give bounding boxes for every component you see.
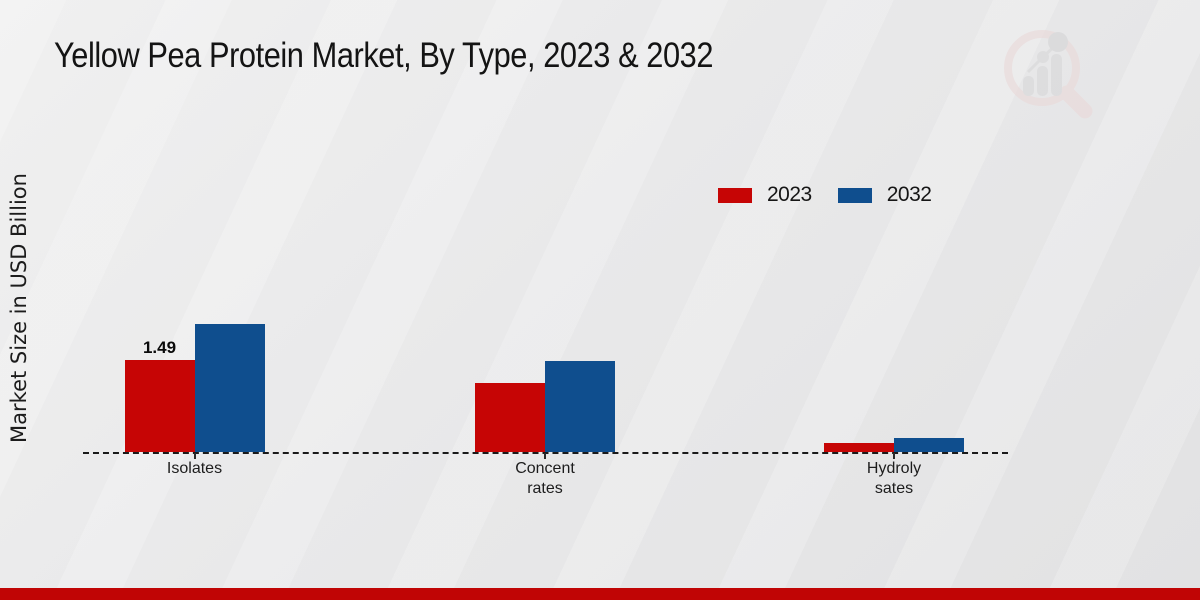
footer-stripe bbox=[0, 588, 1200, 600]
category-label-hydrolysates: Hydroly sates bbox=[866, 460, 922, 497]
x-axis-tick-concentrates bbox=[544, 453, 546, 459]
legend-item-2032: 2032 bbox=[837, 183, 932, 207]
legend: 2023 2032 bbox=[718, 183, 932, 207]
bar-2023-hydrolysates bbox=[824, 443, 894, 452]
bar-2032-concentrates bbox=[545, 361, 615, 452]
legend-label-2032: 2032 bbox=[886, 183, 932, 206]
legend-swatch-2032 bbox=[837, 187, 872, 203]
magnifier-chart-logo-icon bbox=[1004, 30, 1093, 119]
bar-2023-isolates bbox=[124, 360, 195, 452]
bar-2032-hydrolysates bbox=[894, 438, 964, 452]
legend-item-2023: 2023 bbox=[718, 183, 812, 207]
bar-2023-concentrates bbox=[475, 383, 545, 452]
bar-2032-isolates bbox=[194, 324, 265, 452]
page-title: Yellow Pea Protein Market, By Type, 2023… bbox=[54, 36, 803, 76]
x-axis-tick-hydrolysates bbox=[893, 453, 895, 459]
x-axis-tick-isolates bbox=[193, 453, 196, 459]
page-title-text: Yellow Pea Protein Market, By Type, 2023… bbox=[54, 36, 714, 75]
legend-label-2023: 2023 bbox=[767, 183, 812, 206]
category-label-isolates: Isolates bbox=[166, 460, 223, 477]
legend-swatch-2023 bbox=[718, 187, 752, 203]
bar-value-label-2023-isolates: 1.49 bbox=[142, 338, 177, 357]
category-label-concentrates: Concent rates bbox=[515, 460, 575, 497]
